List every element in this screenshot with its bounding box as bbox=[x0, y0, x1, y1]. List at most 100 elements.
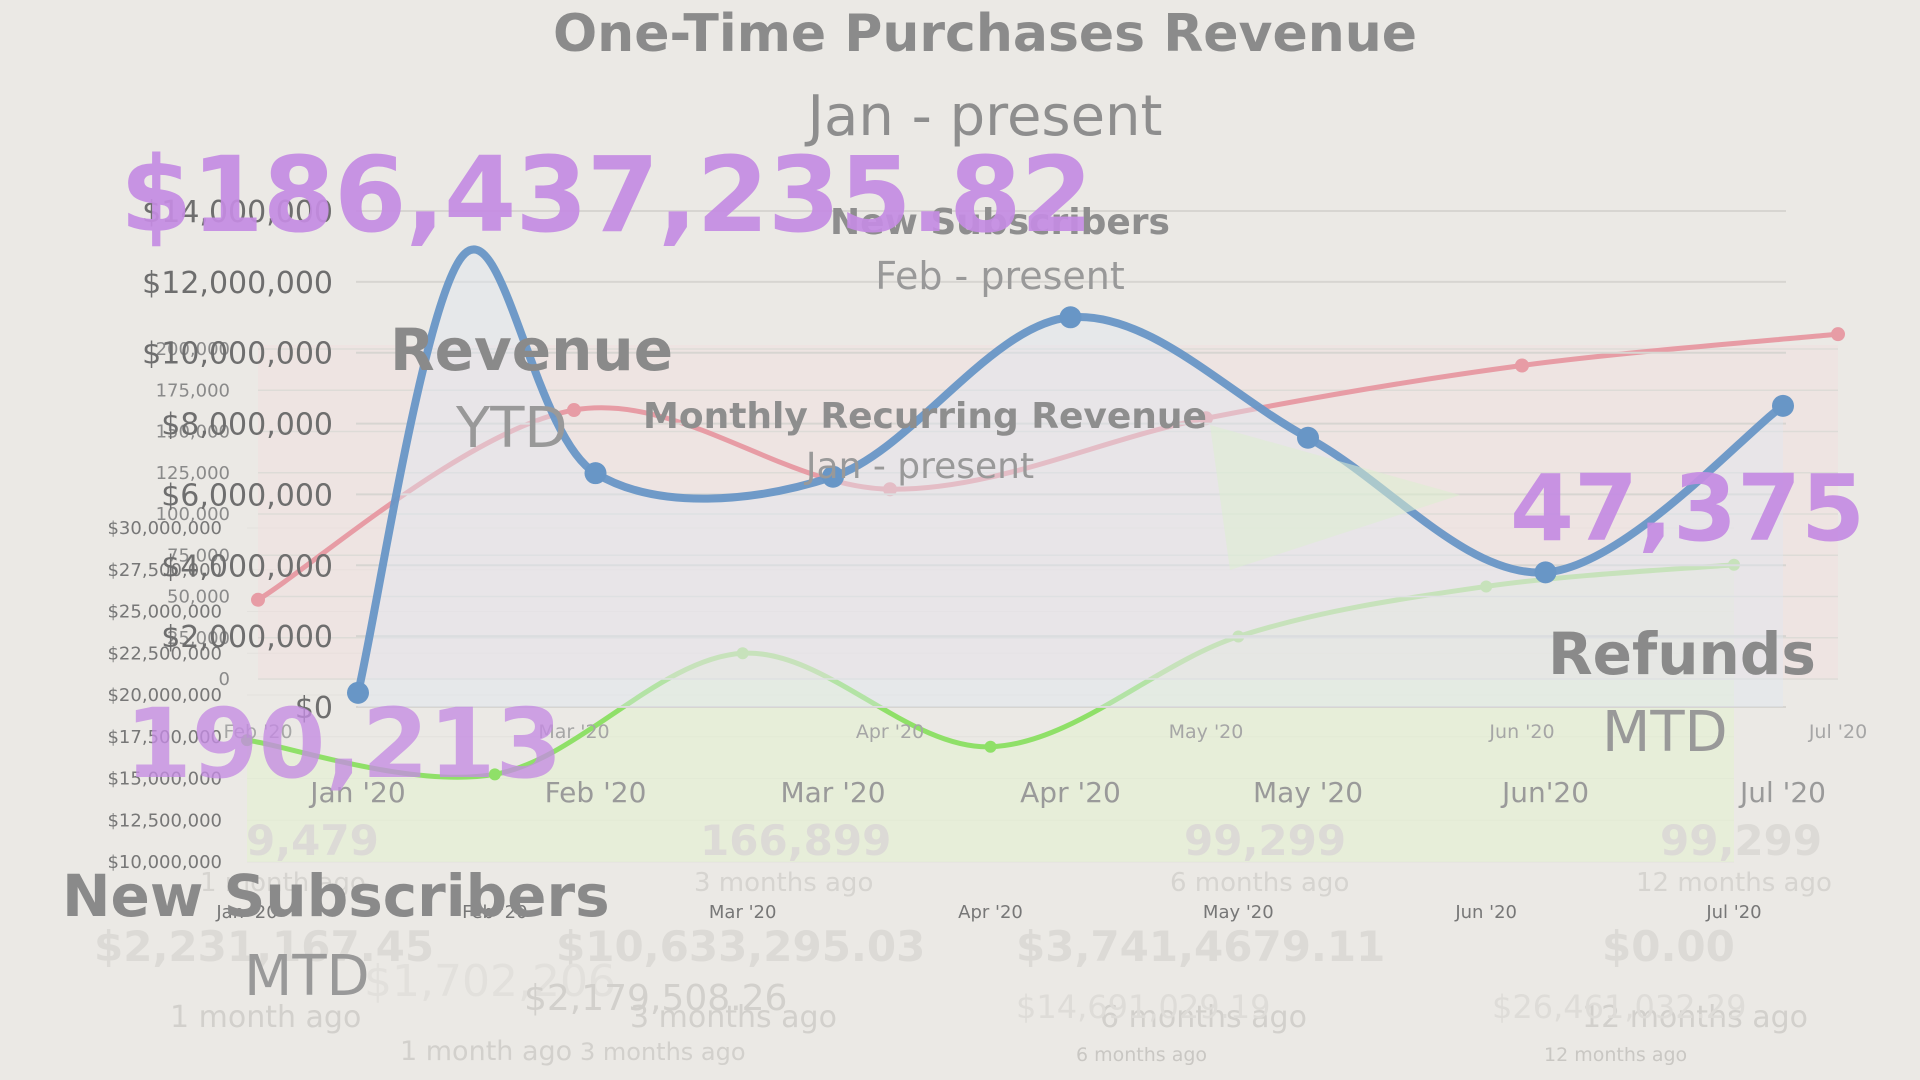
one-time-ytick-label: $4,000,000 bbox=[161, 549, 333, 584]
mrr-data-point bbox=[241, 734, 253, 747]
ghost-count-2-ago: 3 months ago bbox=[694, 868, 874, 898]
mrr-data-point bbox=[1480, 580, 1493, 593]
subscribers-ytick-label: 175,000 bbox=[156, 380, 230, 401]
subscribers-xtick-label: Apr '20 bbox=[856, 721, 924, 743]
one-time-data-point bbox=[347, 681, 369, 704]
mrr-xtick-label: Apr '20 bbox=[958, 902, 1023, 923]
subscribers-data-point bbox=[567, 403, 581, 418]
ghost-amount-1-ago: 1 month ago bbox=[170, 1000, 362, 1035]
one-time-data-point bbox=[1534, 561, 1557, 584]
refunds-title: Refunds bbox=[1548, 620, 1816, 688]
one-time-ytick-label: $0 bbox=[295, 691, 333, 726]
mrr-xtick-label: Jul '20 bbox=[1705, 902, 1761, 923]
subscribers-ytick-label: 125,000 bbox=[156, 463, 230, 484]
ghost-count-1-ago: 1 month ago bbox=[200, 868, 366, 898]
new-subscribers-mtd-value: 190,213 bbox=[125, 688, 563, 800]
subscribers-data-point bbox=[251, 592, 265, 607]
ghost-amount-4: $0.00 bbox=[1602, 922, 1735, 971]
new-subscribers-title: New Subscribers bbox=[62, 862, 610, 930]
mrr-ytick-label: $17,500,000 bbox=[107, 727, 222, 748]
mrr-ytick-label: $15,000,000 bbox=[107, 769, 222, 790]
chart-subtitle: Jan - present bbox=[807, 84, 1163, 149]
subscribers-ytick-label: 25,000 bbox=[167, 628, 230, 649]
ghost-total-3: $14,691,029.19 bbox=[1016, 988, 1271, 1026]
ghost-total-2: $2,179,508.26 bbox=[524, 978, 788, 1019]
one-time-ytick-label: $6,000,000 bbox=[161, 478, 333, 513]
one-time-data-point bbox=[584, 462, 607, 485]
one-time-data-point bbox=[1059, 306, 1082, 329]
mrr-chart-subtitle: Jan - present bbox=[805, 446, 1035, 487]
mrr-ytick-label: $20,000,000 bbox=[107, 685, 222, 706]
mrr-xtick-label: May '20 bbox=[1203, 902, 1274, 923]
refunds-mtd-value: 47,375 bbox=[1510, 455, 1866, 562]
subscribers-xtick-label: Feb '20 bbox=[223, 721, 292, 743]
mrr-xtick-label: Jan '20 bbox=[215, 902, 277, 923]
one-time-ytick-label: $12,000,000 bbox=[142, 266, 333, 301]
subscribers-area-bg bbox=[258, 345, 1838, 679]
mrr-ytick-label: $30,000,000 bbox=[107, 518, 222, 539]
one-time-ytick-label: $14,000,000 bbox=[142, 195, 333, 230]
mrr-chart-title: Monthly Recurring Revenue bbox=[643, 396, 1207, 437]
subscribers-ytick-label: 200,000 bbox=[156, 339, 230, 360]
mrr-ytick-label: $10,000,000 bbox=[107, 852, 222, 873]
chart-title: One-Time Purchases Revenue bbox=[552, 4, 1418, 64]
subscribers-chart-subtitle: Feb - present bbox=[875, 254, 1125, 298]
one-time-ytick-label: $10,000,000 bbox=[142, 337, 333, 372]
ghost-total-4: $26,461,032.29 bbox=[1492, 988, 1747, 1026]
ghost-total-4-ago: 12 months ago bbox=[1544, 1044, 1688, 1066]
one-time-ytick-label: $2,000,000 bbox=[161, 620, 333, 655]
ghost-count-4-ago: 12 months ago bbox=[1636, 868, 1832, 898]
mrr-data-point bbox=[984, 740, 997, 753]
revenue-ytd-value: $186,437,235.82 bbox=[120, 134, 1093, 256]
new-subscribers-period: MTD bbox=[244, 944, 370, 1009]
subscribers-ytick-label: 150,000 bbox=[156, 422, 230, 443]
subscribers-ytick-label: 50,000 bbox=[167, 587, 230, 608]
ghost-count-4: 99,299 bbox=[1660, 816, 1823, 865]
one-time-data-point bbox=[1772, 394, 1794, 417]
ghost-amount-2: $10,633,295.03 bbox=[556, 922, 926, 971]
subscribers-xtick-label: Mar '20 bbox=[538, 721, 609, 743]
ghost-count-2: 166,899 bbox=[700, 816, 892, 865]
subscribers-data-point bbox=[1515, 358, 1529, 373]
mrr-xtick-label: Jun '20 bbox=[1454, 902, 1517, 923]
mrr-data-point bbox=[488, 768, 501, 781]
ghost-amount-4-ago: 12 months ago bbox=[1582, 1000, 1809, 1035]
subscribers-xtick-label: Jul '20 bbox=[1808, 721, 1867, 743]
subscribers-ytick-label: 0 bbox=[219, 669, 230, 690]
one-time-xtick-label: Jan '20 bbox=[308, 776, 405, 809]
mrr-ytick-label: $27,500,000 bbox=[107, 560, 222, 581]
tooltip-shape bbox=[1210, 425, 1460, 570]
mrr-ytick-label: $25,000,000 bbox=[107, 602, 222, 623]
subscribers-xtick-label: Jun '20 bbox=[1488, 721, 1554, 743]
mrr-xtick-label: Feb '20 bbox=[462, 902, 527, 923]
subscribers-data-point bbox=[1831, 327, 1845, 342]
mrr-ytick-label: $22,500,000 bbox=[107, 643, 222, 664]
one-time-xtick-label: Feb '20 bbox=[545, 776, 647, 809]
one-time-ytick-label: $8,000,000 bbox=[161, 408, 333, 443]
subscribers-chart-title: New Subscribers bbox=[830, 202, 1170, 243]
one-time-data-point bbox=[822, 465, 844, 488]
ghost-count-3: 99,299 bbox=[1184, 816, 1347, 865]
one-time-xtick-label: May '20 bbox=[1253, 776, 1363, 809]
revenue-period: YTD bbox=[456, 396, 568, 461]
refunds-period: MTD bbox=[1602, 700, 1728, 765]
revenue-title: Revenue bbox=[390, 316, 674, 384]
one-time-xtick-label: Mar '20 bbox=[780, 776, 885, 809]
one-time-xtick-label: Jun'20 bbox=[1500, 776, 1589, 809]
subscribers-xtick-label: May '20 bbox=[1169, 721, 1244, 743]
ghost-count-1: 9,479 bbox=[246, 816, 379, 865]
one-time-xtick-label: Jul '20 bbox=[1738, 776, 1826, 809]
subscribers-data-point bbox=[1199, 411, 1213, 426]
ghost-total-3-ago: 6 months ago bbox=[1076, 1044, 1208, 1066]
mrr-data-point bbox=[736, 647, 749, 660]
ghost-amount-1: $2,231,167.45 bbox=[94, 922, 435, 971]
ghost-amount-3-ago: 6 months ago bbox=[1100, 1000, 1307, 1035]
ghost-total-1-ago: 1 month ago bbox=[400, 1036, 573, 1067]
one-time-area bbox=[358, 249, 1783, 708]
one-time-data-point bbox=[1297, 426, 1319, 449]
subscribers-ytick-label: 100,000 bbox=[156, 504, 230, 525]
subscribers-data-point bbox=[883, 482, 897, 497]
